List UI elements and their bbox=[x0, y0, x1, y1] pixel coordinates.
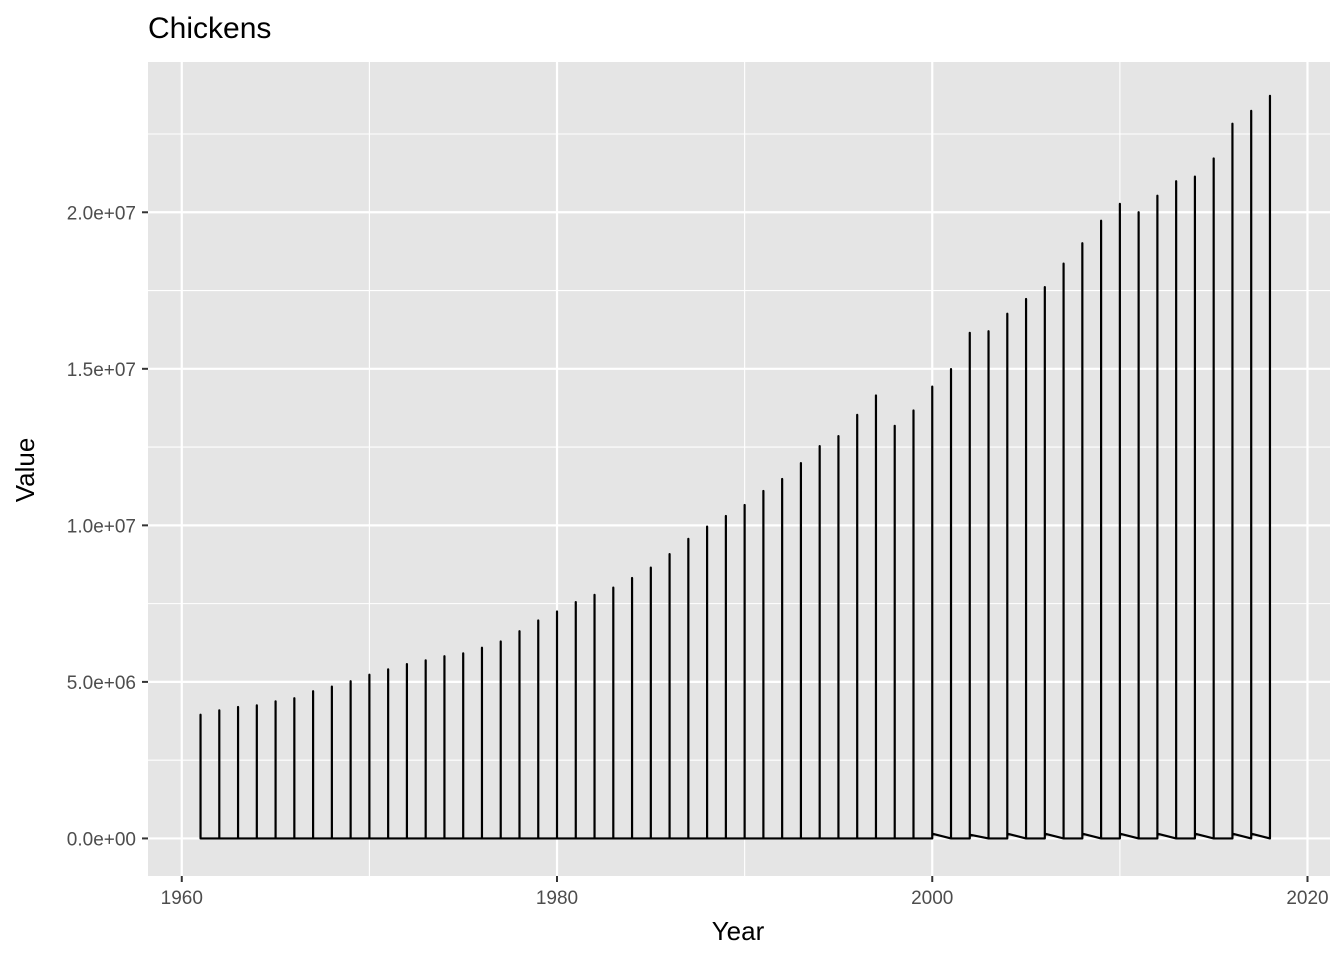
series-line bbox=[199, 94, 1272, 840]
x-tick-label: 1960 bbox=[161, 888, 203, 909]
x-tick-label: 2000 bbox=[911, 888, 953, 909]
chart-title: Chickens bbox=[148, 12, 271, 45]
series-layer bbox=[199, 94, 1272, 840]
x-tick-label: 1980 bbox=[536, 888, 578, 909]
y-tick-label: 1.5e+07 bbox=[67, 360, 136, 381]
x-axis-title: Year bbox=[712, 916, 765, 946]
plot-panel bbox=[148, 62, 1330, 876]
y-tick-label: 1.0e+07 bbox=[67, 516, 136, 537]
y-tick-label: 5.0e+06 bbox=[67, 673, 136, 694]
grid-minor bbox=[148, 62, 1330, 876]
y-tick-label: 2.0e+07 bbox=[67, 203, 136, 224]
y-axis-title: Value bbox=[10, 438, 40, 503]
y-axis: 0.0e+00 5.0e+06 1.0e+07 1.5e+07 2.0e+07 bbox=[67, 203, 148, 850]
x-axis: 1960 1980 2000 2020 bbox=[161, 876, 1329, 909]
y-tick-label: 0.0e+00 bbox=[67, 829, 136, 850]
x-tick-label: 2020 bbox=[1286, 888, 1328, 909]
